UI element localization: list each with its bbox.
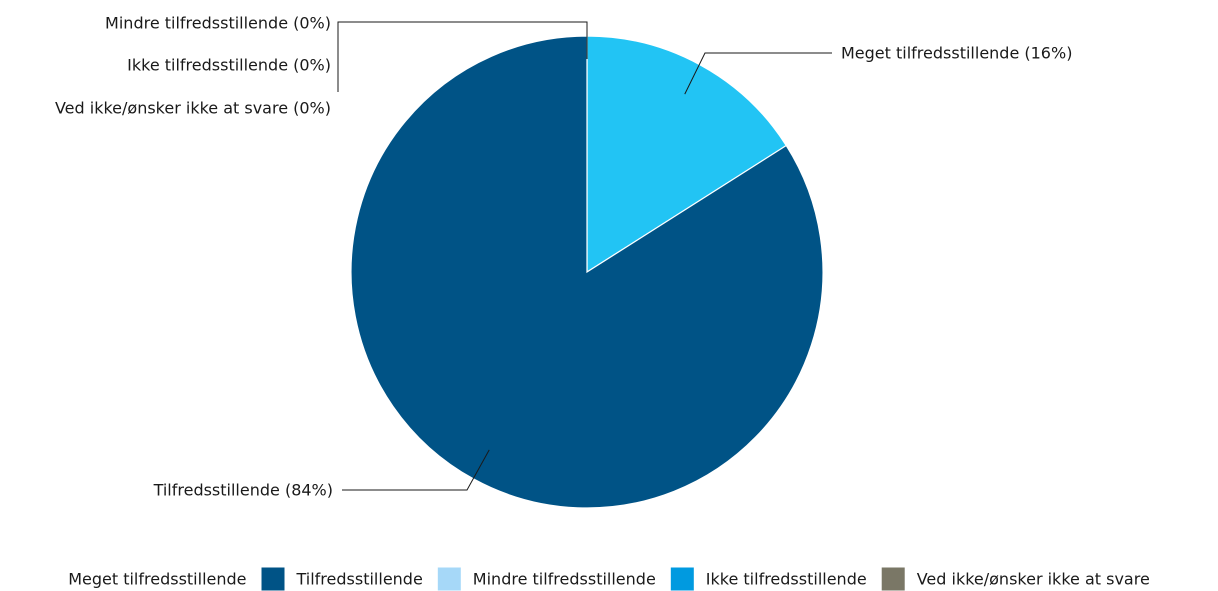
leader-line-zero-slices: [337, 21, 588, 92]
leader-line-meget-tilfredsstillende: [684, 52, 832, 95]
legend-item-tilfredsstillende: Tilfredsstillende: [261, 567, 423, 591]
legend-label-ikke-tilfredsstillende: Ikke tilfredsstillende: [706, 570, 867, 589]
legend-item-mindre-tilfredsstillende: Mindre tilfredsstillende: [437, 567, 656, 591]
legend-swatch-ikke-tilfredsstillende: [670, 567, 694, 591]
callout-label-meget-tilfredsstillende: Meget tilfredsstillende (16%): [841, 44, 1072, 63]
legend-swatch-mindre-tilfredsstillende: [437, 567, 461, 591]
legend-item-meget-tilfredsstillende: Meget tilfredsstillende: [68, 570, 246, 589]
legend: Meget tilfredsstillende Tilfredsstillende…: [68, 567, 1150, 591]
legend-label-ved-ikke-onsker-ikke-at-svare: Ved ikke/ønsker ikke at svare: [917, 570, 1150, 589]
legend-label-tilfredsstillende: Tilfredsstillende: [296, 570, 423, 589]
pie-slices: [350, 35, 824, 509]
leader-line-tilfredsstillende: [342, 449, 490, 491]
legend-item-ved-ikke-onsker-ikke-at-svare: Ved ikke/ønsker ikke at svare: [881, 567, 1150, 591]
legend-swatch-tilfredsstillende: [261, 567, 285, 591]
callout-label-tilfredsstillende: Tilfredsstillende (84%): [153, 481, 333, 500]
callout-labels: Meget tilfredsstillende (16%) Tilfredssti…: [55, 14, 1072, 500]
legend-swatch-ved-ikke-onsker-ikke-at-svare: [881, 567, 905, 591]
pie-slice-meget-tilfredsstillende: [586, 35, 788, 274]
callout-label-mindre-tilfredsstillende: Mindre tilfredsstillende (0%): [105, 14, 331, 33]
callout-label-ikke-tilfredsstillende: Ikke tilfredsstillende (0%): [127, 56, 331, 75]
leader-lines: [337, 21, 832, 491]
legend-label-mindre-tilfredsstillende: Mindre tilfredsstillende: [473, 570, 656, 589]
legend-item-ikke-tilfredsstillende: Ikke tilfredsstillende: [670, 567, 867, 591]
legend-label-meget-tilfredsstillende: Meget tilfredsstillende: [68, 570, 246, 589]
callout-label-ved-ikke-onsker-ikke-at-svare: Ved ikke/ønsker ikke at svare (0%): [55, 99, 331, 118]
